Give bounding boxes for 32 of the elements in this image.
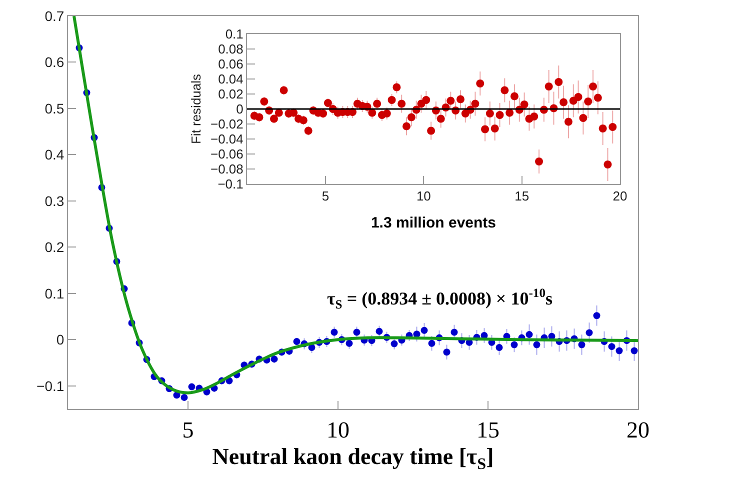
x-tick-label: 10 [326, 418, 350, 443]
y-axis-title: Fit residuals [188, 73, 204, 144]
y-tick-label: −0.06 [210, 146, 244, 162]
y-tick-label: 0.5 [44, 100, 64, 116]
y-tick-label: 0.7 [44, 8, 64, 24]
x-tick-label: 15 [514, 188, 530, 204]
x-axis-title: 1.3 million events [370, 214, 496, 232]
y-tick-label: 0.08 [218, 42, 244, 57]
y-tick-label: −0.1 [36, 378, 64, 394]
y-tick-label: 0.1 [44, 285, 64, 302]
y-tick-label: 0 [236, 102, 244, 117]
y-tick-label: 0.2 [44, 239, 64, 256]
x-tick-label: 20 [626, 418, 650, 443]
x-tick-label: 15 [476, 418, 500, 443]
x-tick-label: 5 [182, 418, 194, 443]
y-tick-label: 0.4 [44, 146, 64, 163]
y-tick-label: 0.02 [218, 86, 244, 102]
x-tick-label: 20 [612, 188, 628, 204]
y-tick-label: 0.1 [225, 26, 244, 42]
y-tick-label: −0.04 [210, 132, 244, 147]
annotation: τ$_{S}$ = (0.8934 ± 0.0008) × 10$^{-10}$s [327, 286, 553, 312]
y-tick-label: −0.1 [218, 176, 244, 192]
y-tick-label: 0.04 [218, 72, 244, 87]
y-tick-label: −0.02 [210, 116, 244, 132]
y-tick-label: 0.3 [44, 192, 64, 209]
y-tick-label: 0 [56, 332, 64, 348]
y-tick-label: 0.6 [44, 54, 64, 70]
y-tick-label: −0.08 [210, 162, 244, 177]
x-tick-label: 5 [322, 188, 330, 204]
x-axis-title: Neutral kaon decay time [τ$_{S}$] [212, 444, 494, 474]
y-tick-label: 0.06 [218, 56, 244, 72]
x-tick-label: 10 [416, 188, 431, 204]
